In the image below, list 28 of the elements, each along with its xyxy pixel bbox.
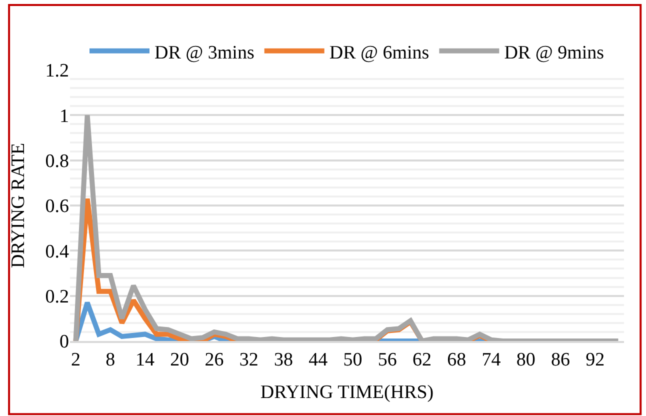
- x-tick-label: 86: [551, 350, 570, 371]
- y-tick-label: 0.4: [45, 241, 70, 262]
- x-tick-label: 26: [204, 350, 224, 371]
- x-tick-label: 2: [71, 350, 81, 371]
- x-tick-label: 74: [482, 350, 502, 371]
- y-axis-title: DRYING RATE: [8, 142, 30, 268]
- legend-label: DR @ 3mins: [154, 42, 254, 64]
- y-tick-label: 0.6: [45, 196, 69, 218]
- x-tick-label: 68: [447, 350, 466, 371]
- x-tick-label: 80: [516, 350, 536, 371]
- x-tick-label: 32: [239, 350, 258, 371]
- x-tick-label: 38: [274, 350, 294, 371]
- x-tick-label: 44: [308, 350, 328, 371]
- x-tick-label: 50: [343, 350, 362, 371]
- y-tick-label: 0.2: [45, 286, 69, 308]
- x-axis-title: DRYING TIME(HRS): [260, 382, 434, 403]
- x-tick-label: 14: [136, 350, 156, 371]
- x-tick-label: 56: [378, 350, 397, 371]
- legend-label: DR @ 9mins: [504, 42, 604, 64]
- x-tick-label: 20: [170, 350, 190, 371]
- x-tick-label: 92: [586, 350, 605, 371]
- y-tick-label: 0: [60, 332, 69, 353]
- legend-label: DR @ 6mins: [329, 42, 430, 64]
- y-tick-label: 1.2: [45, 60, 69, 82]
- x-tick-label: 8: [106, 350, 116, 371]
- x-tick-label: 62: [412, 350, 432, 371]
- y-tick-label: 0.8: [45, 150, 69, 172]
- y-tick-label: 1: [60, 106, 69, 127]
